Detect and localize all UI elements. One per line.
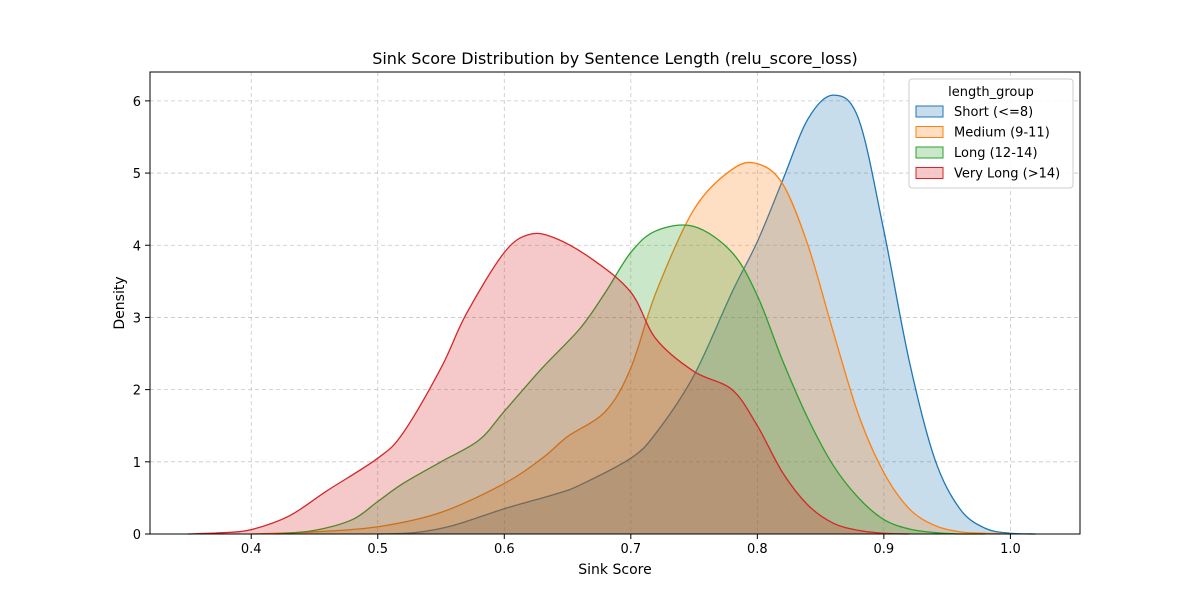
x-tick-label: 0.7 [620, 542, 641, 557]
legend-title: length_group [948, 85, 1034, 100]
y-tick-label: 2 [133, 384, 141, 399]
density-area-series-1 [251, 162, 1011, 535]
x-tick-label: 0.8 [747, 542, 768, 557]
legend: length_group Short (<=8) Medium (9-11) Lon… [908, 78, 1074, 189]
density-line-series-3 [187, 232, 910, 535]
density-area-series-2 [276, 225, 986, 534]
y-tick-label: 3 [133, 311, 141, 326]
plot-frame [149, 71, 1081, 535]
x-tick-label: 0.5 [367, 542, 388, 557]
y-tick-label: 0 [133, 528, 141, 543]
y-tick-label: 4 [133, 239, 141, 254]
legend-box [908, 78, 1074, 189]
density-area-series-0 [377, 95, 1036, 534]
x-tick-label: 1.0 [1000, 542, 1021, 557]
x-axis-ticks: 0.4 0.5 0.6 0.7 0.8 0.9 1.0 [241, 534, 1021, 557]
density-line-series-0 [377, 94, 1036, 535]
x-tick-label: 0.4 [241, 542, 262, 557]
chart-title: Sink Score Distribution by Sentence Leng… [372, 49, 858, 69]
legend-swatch [915, 126, 944, 138]
density-line-series-1 [251, 161, 1011, 535]
y-tick-label: 6 [133, 95, 141, 110]
density-line-series-2 [276, 224, 986, 535]
legend-swatch [915, 105, 944, 118]
x-tick-label: 0.9 [874, 542, 895, 557]
legend-entry-label: Short (<=8) [954, 105, 1033, 120]
grid [150, 72, 1080, 535]
legend-entries: Short (<=8) Medium (9-11) Long (12-14) Very… [915, 105, 1060, 182]
legend-entry-label: Very Long (>14) [954, 167, 1060, 182]
legend-swatch [915, 167, 944, 179]
legend-entry-label: Medium (9-11) [954, 126, 1050, 141]
legend-swatch [915, 146, 944, 159]
density-areas [187, 94, 1036, 535]
legend-entry-label: Long (12-14) [954, 146, 1038, 161]
x-axis-label: Sink Score [578, 562, 651, 578]
y-axis-ticks: 0 1 2 3 4 5 6 [133, 95, 150, 543]
density-area-series-3 [187, 233, 910, 534]
y-tick-label: 5 [133, 167, 141, 182]
y-tick-label: 1 [133, 456, 141, 471]
y-axis-label: Density [112, 276, 128, 329]
x-tick-label: 0.6 [494, 542, 515, 557]
